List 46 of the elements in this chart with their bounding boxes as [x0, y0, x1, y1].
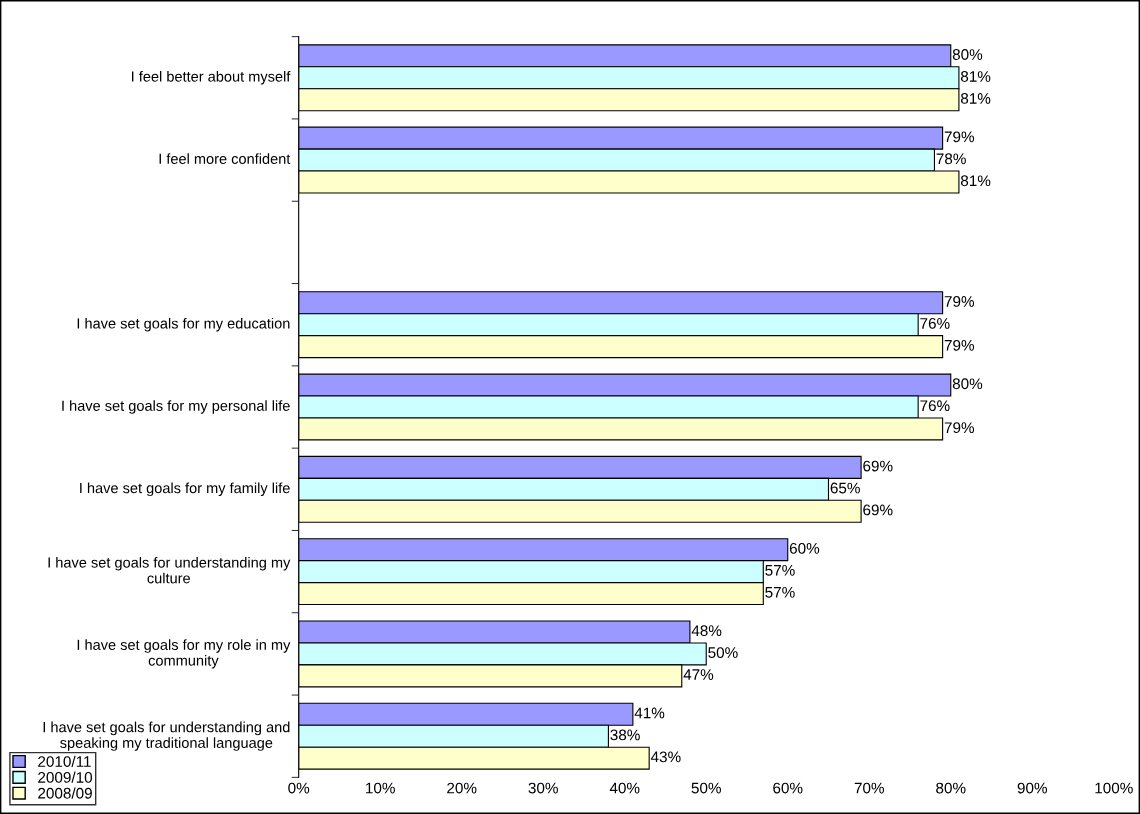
data-label: 41%: [634, 707, 665, 719]
legend-label: 2010/11: [38, 755, 91, 767]
legend-label: 2008/09: [38, 787, 92, 799]
y-tick-label: I feel more confident: [159, 153, 291, 164]
x-tick-label: 60%: [773, 782, 803, 794]
x-tick-label: 20%: [447, 782, 477, 794]
data-label: 43%: [650, 751, 681, 763]
data-label: 60%: [789, 542, 820, 554]
data-label: 79%: [944, 296, 975, 307]
data-label: 80%: [952, 378, 983, 390]
y-tick-label: I have set goals for my family life: [80, 482, 290, 497]
x-tick-label: 0%: [288, 782, 310, 794]
data-label: 79%: [944, 339, 975, 351]
x-tick-label: 90%: [1017, 782, 1048, 794]
x-tick-label: 50%: [691, 782, 721, 794]
x-tick-label: 40%: [609, 782, 640, 794]
x-tick-label: 70%: [854, 782, 884, 794]
y-tick-label: I feel better about myself: [132, 70, 291, 85]
data-label: 47%: [683, 669, 714, 680]
data-label: 79%: [944, 131, 975, 143]
x-tick-label: 80%: [936, 782, 966, 794]
data-label: 76%: [920, 317, 950, 329]
data-label: 57%: [765, 564, 795, 576]
data-label: 69%: [863, 460, 893, 472]
y-tick-label: I have set goals for understanding my culture: [48, 556, 291, 584]
data-label: 65%: [830, 482, 860, 494]
data-label: 80%: [952, 49, 983, 60]
y-tick-label: I have set goals for my personal life: [62, 400, 290, 414]
y-tick-label: I have set goals for understanding and speaking my traditional language: [43, 721, 290, 751]
x-tick-label: 30%: [528, 782, 558, 794]
data-label: 76%: [920, 400, 950, 412]
data-label: 79%: [944, 422, 975, 434]
data-label: 78%: [936, 153, 966, 165]
data-label: 81%: [960, 93, 991, 104]
data-label: 48%: [691, 625, 722, 637]
x-tick-label: 10%: [366, 782, 395, 794]
data-label: 38%: [610, 729, 640, 741]
data-label: 57%: [765, 586, 795, 598]
data-label: 50%: [708, 647, 738, 659]
data-label: 69%: [863, 504, 893, 516]
x-tick-label: 100%: [1095, 782, 1133, 794]
data-label: 81%: [960, 175, 991, 187]
data-label: 81%: [960, 71, 991, 82]
y-tick-label: I have set goals for my role in my community: [77, 639, 291, 669]
y-tick-label: I have set goals for my education: [77, 317, 290, 332]
legend-label: 2009/10: [38, 771, 93, 783]
